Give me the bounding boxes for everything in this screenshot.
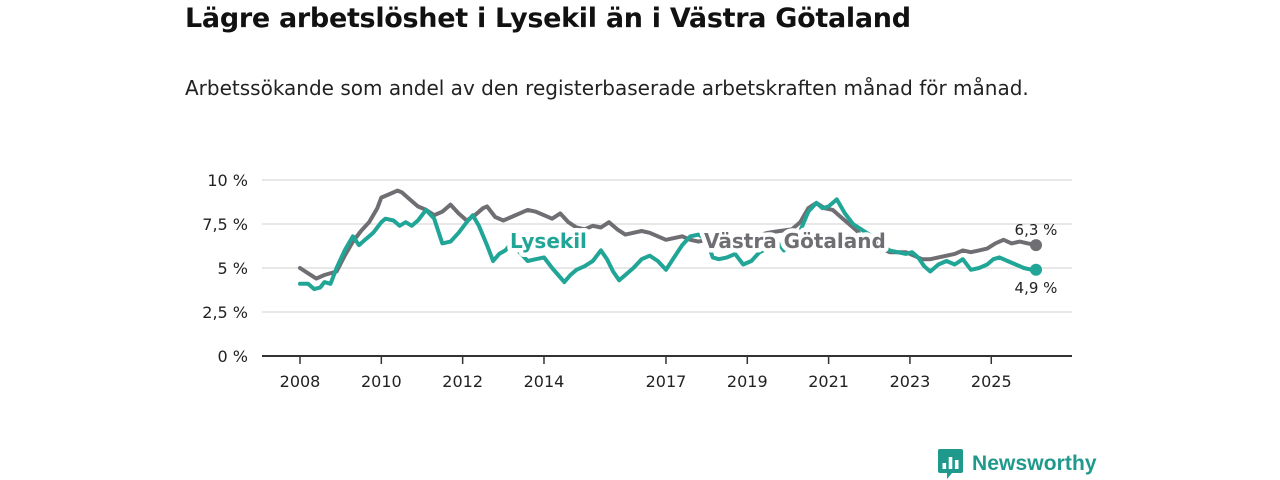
x-tick-label: 2014	[524, 372, 565, 391]
x-tick-label: 2025	[971, 372, 1012, 391]
inline-label-lysekil: Lysekil	[510, 229, 587, 253]
x-tick-label: 2023	[890, 372, 931, 391]
end-label-vastra-gotaland: 6,3 %	[1015, 221, 1058, 239]
inline-label-vastra-gotaland: Västra Götaland	[704, 229, 886, 253]
chart-subtitle: Arbetssökande som andel av den registerb…	[185, 76, 1029, 100]
chart-title: Lägre arbetslöshet i Lysekil än i Västra…	[185, 3, 911, 34]
newsworthy-logo-icon	[938, 449, 963, 479]
series-line-lysekil	[298, 197, 1038, 292]
grid-lines	[262, 179, 1072, 313]
x-tick-label: 2010	[361, 372, 402, 391]
y-tick-label: 7,5 %	[202, 215, 248, 234]
inline-label-vastra-gotaland-halo: Västra Götaland	[704, 229, 886, 253]
inline-label-lysekil-halo: Lysekil	[510, 229, 587, 253]
x-tick-label: 2017	[646, 372, 687, 391]
y-axis-ticks: 0 % 2,5 % 5 % 7,5 % 10 %	[202, 171, 248, 366]
y-tick-label: 5 %	[218, 259, 248, 278]
end-marker-lysekil	[1030, 263, 1042, 276]
x-tick-label: 2008	[280, 372, 321, 391]
x-tick-label: 2012	[442, 372, 483, 391]
newsworthy-logo[interactable]: Newsworthy	[938, 449, 1097, 479]
y-tick-label: 0 %	[218, 347, 248, 366]
x-tick-label: 2021	[808, 372, 849, 391]
end-label-lysekil: 4,9 %	[1015, 279, 1058, 297]
y-tick-label: 2,5 %	[202, 303, 248, 322]
x-axis-ticks: 2008 2010 2012 2014 2017 2019 2021 2023 2025	[262, 355, 1072, 391]
x-tick-label: 2019	[727, 372, 768, 391]
brand-name: Newsworthy	[972, 452, 1097, 475]
series-lines	[298, 188, 1042, 292]
y-tick-label: 10 %	[207, 171, 248, 190]
end-marker-vastra-gotaland	[1030, 239, 1042, 252]
